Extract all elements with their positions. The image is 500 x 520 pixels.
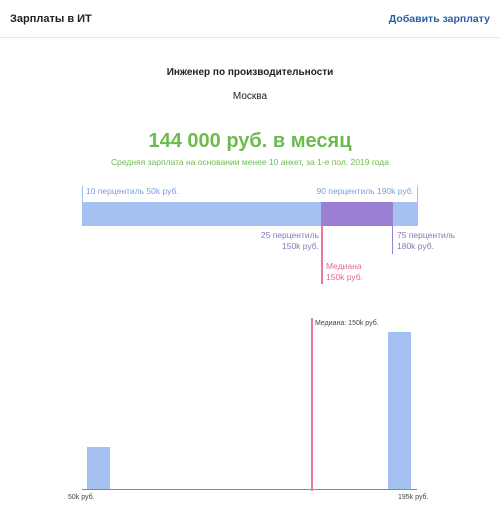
- x-axis-max-label: 195k руб.: [398, 494, 429, 501]
- histogram-bar: [87, 447, 110, 489]
- p10-label: 10 перцентиль 50k руб.: [86, 186, 179, 196]
- app-title: Зарплаты в ИТ: [10, 13, 92, 25]
- median-label: Медиана 150k руб.: [326, 261, 363, 283]
- average-salary: 144 000 руб. в месяц: [148, 130, 352, 152]
- x-axis-min-label: 50k руб.: [68, 494, 95, 501]
- p25-label-line2: 150k руб.: [281, 241, 319, 251]
- median-tick: [321, 226, 323, 284]
- p90-label: 90 перцентиль 190k руб.: [316, 186, 414, 196]
- p75-tick: [392, 202, 393, 254]
- app-header: Зарплаты в ИТ Добавить зарплату: [0, 0, 500, 38]
- interquartile-range-bar: [321, 202, 392, 226]
- p25-label: 25 перцентиль 150k руб.: [261, 230, 319, 252]
- salary-subtitle: Средняя зарплата на основании менее 10 а…: [111, 157, 389, 167]
- histogram-median-line: [311, 318, 313, 491]
- p75-label: 75 перцентиль 180k руб.: [397, 230, 455, 252]
- job-title: Инженер по производительности: [166, 67, 334, 78]
- p25-label-line1: 25 перцентиль: [260, 230, 319, 240]
- histogram-bar: [388, 332, 411, 489]
- city-label: Москва: [232, 91, 268, 102]
- histogram-median-label: Медиана: 150k руб.: [315, 320, 379, 327]
- median-label-line1: Медиана: [326, 261, 362, 271]
- p75-label-line1: 75 перцентиль: [397, 230, 456, 240]
- histogram-x-axis: [82, 489, 417, 490]
- median-label-line2: 150k руб.: [326, 272, 364, 282]
- p75-label-line2: 180k руб.: [397, 241, 435, 251]
- add-salary-link[interactable]: Добавить зарплату: [388, 13, 490, 25]
